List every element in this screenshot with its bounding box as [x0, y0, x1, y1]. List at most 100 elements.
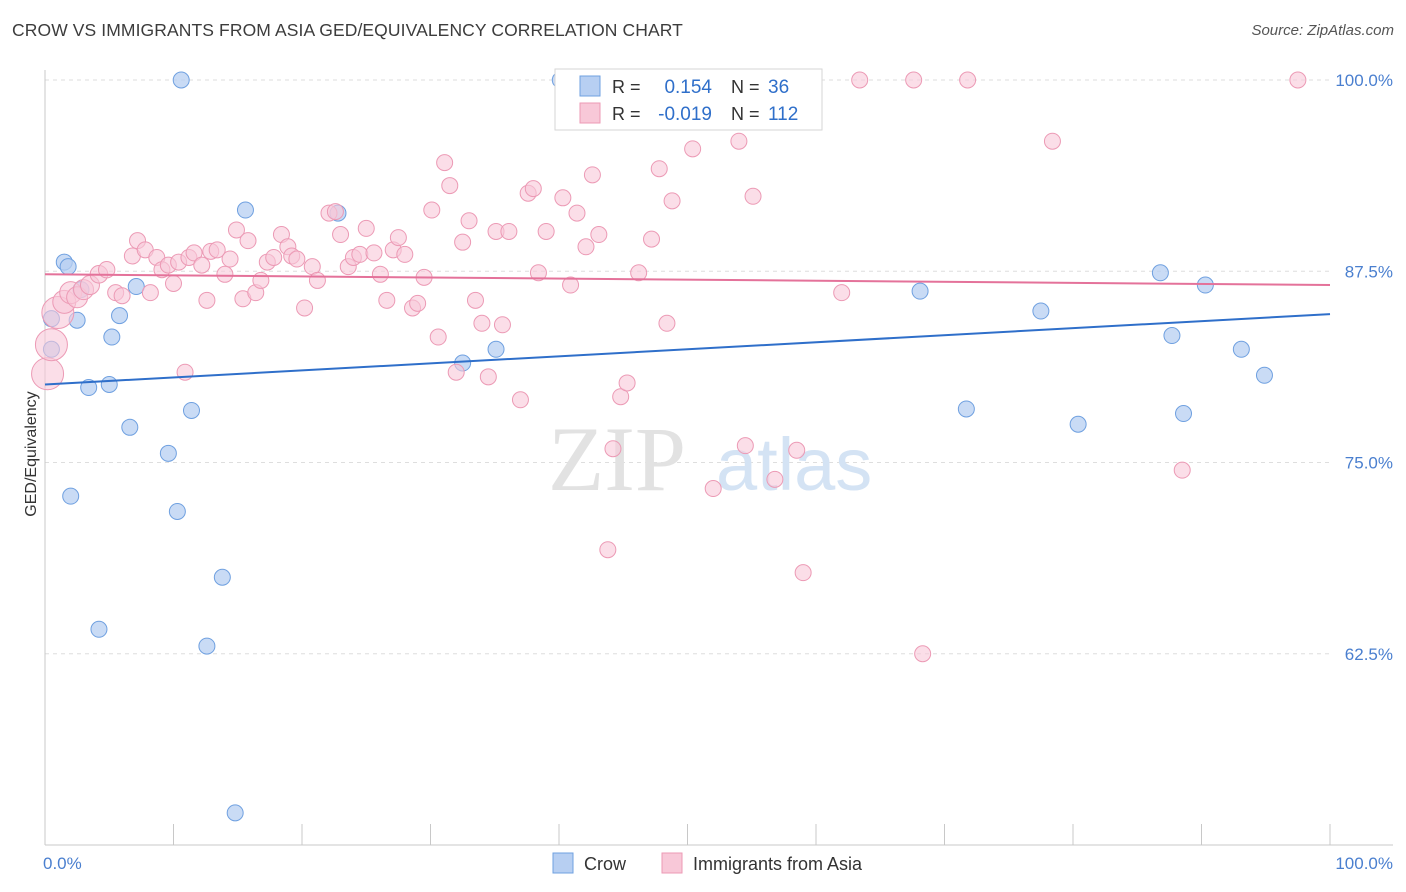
crow-point [127, 278, 145, 296]
immigrants-point [511, 391, 529, 409]
immigrants-point [1173, 461, 1191, 479]
immigrants-point [736, 437, 754, 455]
immigrants-point [788, 441, 806, 459]
immigrants-point [500, 222, 518, 240]
watermark-atlas: atlas [716, 423, 872, 506]
immigrants-point [371, 265, 389, 283]
stats-legend: R = 0.154 N = 36 R = -0.019 N = 112 [554, 68, 823, 131]
crow-swatch [579, 75, 601, 97]
y-tick-labels: 62.5% 75.0% 87.5% 100.0% [1335, 71, 1393, 664]
crow-point [1069, 415, 1087, 433]
immigrants-point [663, 192, 681, 210]
crow-point [59, 258, 77, 276]
immigrants-point [460, 212, 478, 230]
immigrants-point [389, 229, 407, 247]
immigrants-point [730, 132, 748, 150]
r-label: R = [612, 77, 641, 97]
immigrants-point [357, 219, 375, 237]
immigrants-point [378, 291, 396, 309]
immigrants-point [599, 541, 617, 559]
crow-point [159, 444, 177, 462]
immigrants-point [409, 294, 427, 312]
immigrants-point [193, 256, 211, 274]
gridlines [45, 79, 1330, 655]
immigrants-point [141, 284, 159, 302]
immigrants-point [618, 374, 636, 392]
immigrants-point [332, 226, 350, 244]
immigrants-point [905, 71, 923, 89]
immigrants-point [436, 154, 454, 172]
x-tick-label-max: 100.0% [1335, 854, 1393, 873]
immigrants-point [423, 201, 441, 219]
r-value: 0.154 [664, 77, 712, 98]
crow-point [1232, 340, 1250, 358]
immigrants-point [308, 271, 326, 289]
source-label: Source: ZipAtlas.com [1251, 22, 1394, 39]
crow-trend-line [44, 313, 1331, 386]
r-value: -0.019 [658, 104, 712, 125]
immigrants-point [794, 564, 812, 582]
crow-point [198, 637, 216, 655]
watermark-zip: ZIP [548, 408, 686, 510]
immigrants-point [265, 248, 283, 266]
immigrants-point [554, 189, 572, 207]
crow-point [168, 502, 186, 520]
immigrants-point [351, 245, 369, 263]
immigrants-point [221, 250, 239, 268]
immigrants-point [562, 276, 580, 294]
immigrants-point [441, 177, 459, 195]
immigrants-point [365, 244, 383, 262]
immigrants-point [326, 203, 344, 221]
immigrants-point [466, 291, 484, 309]
immigrants-point [454, 233, 472, 251]
y-tick-label: 100.0% [1335, 71, 1393, 90]
immigrants-point [766, 470, 784, 488]
immigrants-point [288, 250, 306, 268]
immigrants-point [34, 328, 68, 362]
x-tick-label-min: 0.0% [43, 854, 82, 873]
immigrants-point [227, 221, 245, 239]
immigrants-point [577, 238, 595, 256]
immigrants-point [208, 241, 226, 259]
crow-point [957, 400, 975, 418]
crow-point [62, 487, 80, 505]
crow-point [100, 375, 118, 393]
immigrants-point [612, 388, 630, 406]
n-label: N = [731, 77, 760, 97]
crow-point [172, 71, 190, 89]
crow-point [911, 282, 929, 300]
crow-point [103, 328, 121, 346]
immigrants-point [537, 222, 555, 240]
n-label: N = [731, 104, 760, 124]
immigrants-swatch [579, 102, 601, 124]
crow-point [213, 568, 231, 586]
n-value: 112 [768, 104, 798, 125]
series-legend: Crow Immigrants from Asia [552, 852, 863, 874]
legend-crow-swatch [552, 852, 574, 874]
immigrants-point [630, 264, 648, 282]
immigrants-point [216, 265, 234, 283]
immigrants-point [959, 71, 977, 89]
immigrants-point [529, 264, 547, 282]
immigrants-point [429, 328, 447, 346]
y-tick-label: 62.5% [1345, 645, 1393, 664]
crow-point [1163, 327, 1181, 345]
immigrants-point [113, 287, 131, 305]
immigrants-point [165, 274, 182, 292]
immigrants-point [914, 645, 932, 663]
crow-point [121, 418, 139, 436]
immigrants-point [590, 226, 608, 244]
crow-point [80, 379, 98, 397]
x-tick-labels: 0.0% 100.0% [43, 854, 1393, 873]
immigrants-point [744, 187, 762, 205]
immigrants-point [604, 440, 622, 458]
crow-point [111, 307, 129, 325]
immigrants-point [479, 368, 497, 386]
immigrants-point [493, 316, 511, 334]
immigrants-point [447, 363, 465, 381]
y-tick-label: 87.5% [1345, 262, 1393, 281]
n-value: 36 [768, 77, 789, 98]
watermark: ZIP atlas [548, 408, 872, 510]
crow-point [90, 620, 108, 638]
